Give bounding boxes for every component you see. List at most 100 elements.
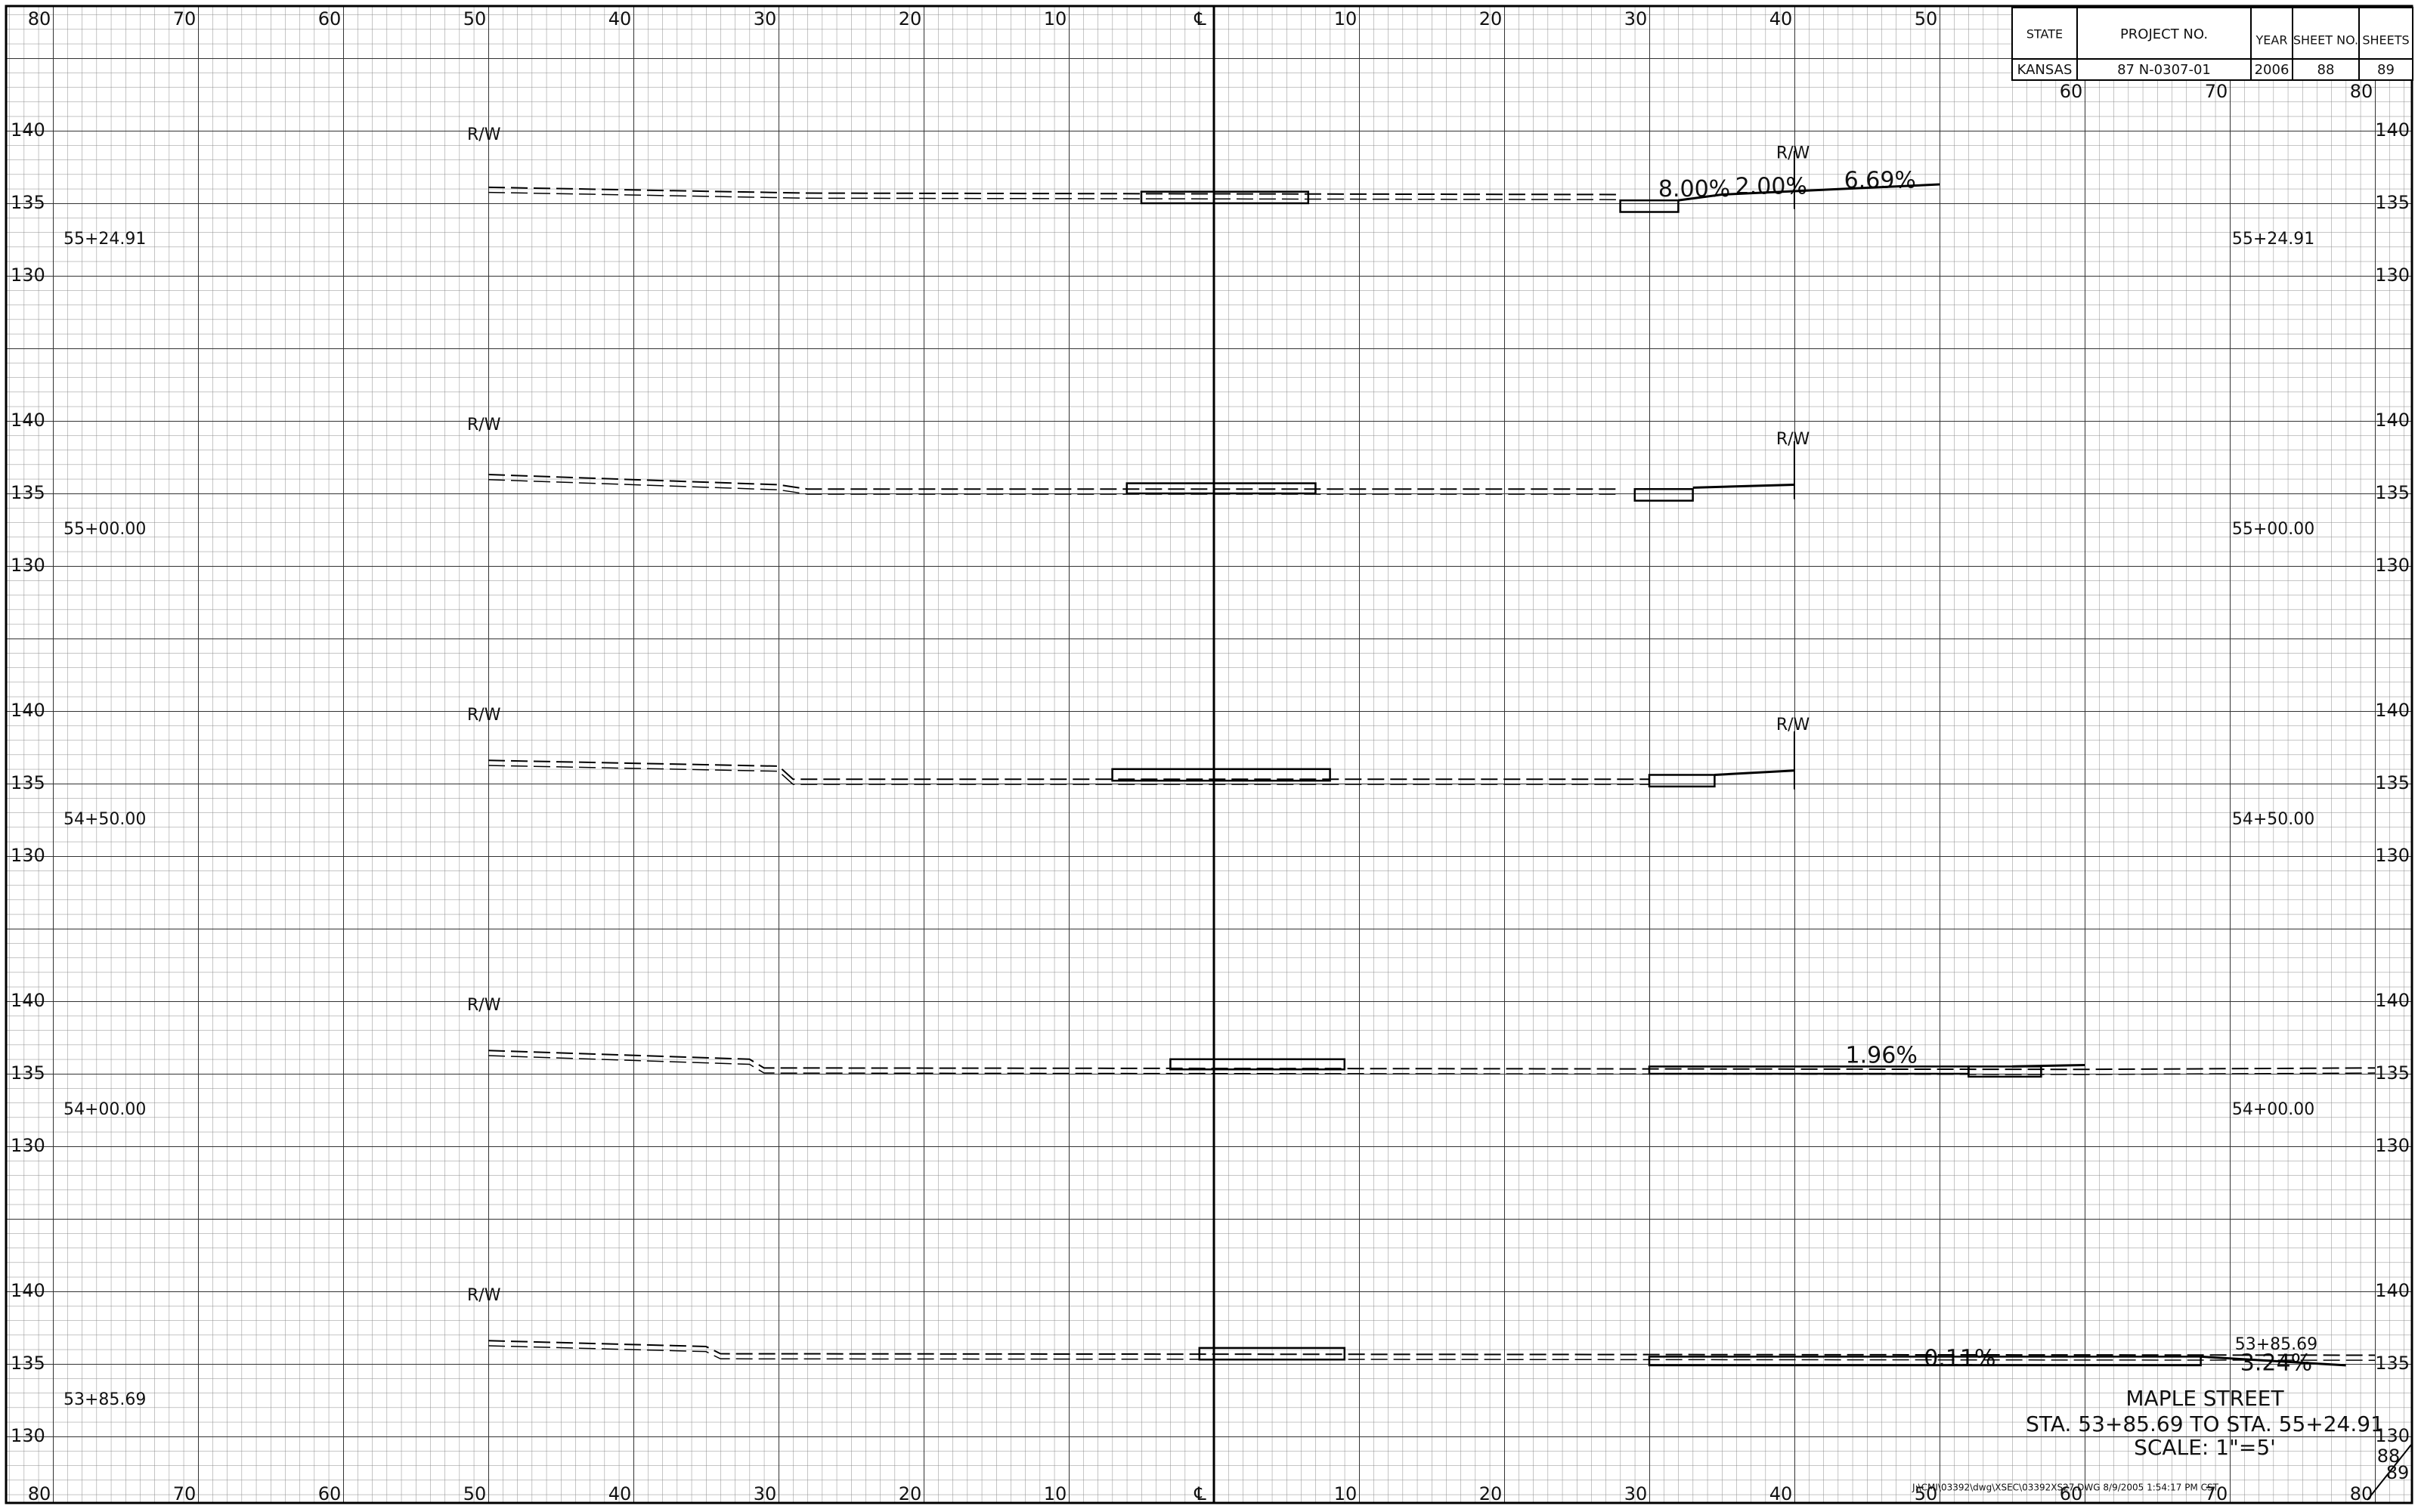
elevation-label: 130 [11, 1135, 45, 1156]
title-block-value: 87 N-0307-01 [2117, 62, 2211, 78]
top-axis-label: 50 [463, 8, 487, 29]
elevation-label: 130 [2375, 1425, 2410, 1446]
pavement-section [1619, 199, 1680, 213]
bottom-axis-label: 50 [1915, 1483, 1938, 1504]
existing-ground [488, 191, 1621, 200]
station-range: STA. 53+85.69 TO STA. 55+24.91 [2026, 1412, 2384, 1436]
top-axis-label: 70 [2205, 81, 2228, 102]
elevation-label: 130 [2375, 555, 2410, 576]
top-axis-label: 30 [754, 8, 777, 29]
bottom-axis-label: 50 [463, 1483, 487, 1504]
bottom-axis-label: 60 [2060, 1483, 2083, 1504]
major-grid [6, 6, 2412, 1503]
elevation-label: 130 [11, 264, 45, 286]
top-axis-label: 60 [318, 8, 342, 29]
rw-label: R/W [467, 1286, 501, 1305]
proposed-grade [1678, 183, 1940, 202]
title-block-value: 88 [2317, 62, 2335, 78]
elevation-label: 140 [2375, 700, 2410, 721]
station-label: 54+00.00 [2232, 1100, 2314, 1119]
top-axis-label: 10 [1044, 8, 1067, 29]
station-label: 54+50.00 [63, 810, 146, 829]
title-block-frame [2011, 7, 2413, 81]
bottom-axis-label: ℄ [1194, 1483, 1206, 1504]
elevation-label: 130 [2375, 264, 2410, 286]
slope-annotation: 0.11% [1924, 1346, 1995, 1372]
pavement-section [1198, 1347, 1346, 1361]
title-block-value: 89 [2377, 62, 2395, 78]
annotation-layer: 80 70 60 50 40 30 20 10 ℄ 10 20 30 40 50 60 70 80 80 70 60 5… [11, 8, 2412, 1504]
pavement-section [1633, 487, 1694, 502]
proposed-grade [1692, 483, 1795, 489]
pavement-section [1648, 774, 1716, 788]
top-axis-label: 80 [28, 8, 51, 29]
bottom-axis-label: 80 [28, 1483, 51, 1504]
elevation-label: 135 [11, 482, 45, 503]
rw-label: R/W [467, 706, 501, 725]
station-label: 54+50.00 [2232, 810, 2314, 829]
bottom-axis-label: 30 [754, 1483, 777, 1504]
rw-label: R/W [1776, 716, 1810, 734]
bottom-axis-label: 10 [1044, 1483, 1067, 1504]
elevation-label: 140 [11, 990, 45, 1011]
sheet-slash [2367, 1444, 2412, 1501]
existing-ground [488, 1050, 2376, 1071]
elevation-label: 140 [2375, 1280, 2410, 1301]
street-name: MAPLE STREET [2125, 1386, 2284, 1411]
pavement-section [1125, 482, 1317, 495]
bottom-axis-label: 20 [1479, 1483, 1503, 1504]
top-axis-label: ℄ [1194, 8, 1206, 29]
title-block-value: KANSAS [2017, 62, 2073, 78]
elevation-label: 140 [11, 410, 45, 431]
bottom-axis-label: 80 [2350, 1483, 2373, 1504]
title-block-header: STATE [2026, 27, 2063, 42]
elevation-label: 140 [11, 700, 45, 721]
elevation-label: 130 [11, 1425, 45, 1446]
bottom-axis-label: 10 [1334, 1483, 1358, 1504]
bottom-axis-label: 60 [318, 1483, 342, 1504]
elevation-label: 135 [11, 1353, 45, 1374]
station-label: 53+85.69 [2235, 1335, 2317, 1354]
top-axis-label: 10 [1334, 8, 1358, 29]
rw-label: R/W [1776, 144, 1810, 163]
station-label: 53+85.69 [63, 1390, 146, 1409]
file-info: J:\CMI\03392\dwg\XSEC\03392XS27.DWG 8/9/… [1912, 1483, 2219, 1493]
title-block: STATE KANSAS PROJECT NO. 87 N-0307-01 YEAR 20… [2011, 7, 2413, 81]
station-label: 54+00.00 [63, 1100, 146, 1119]
top-axis-label: 60 [2060, 81, 2083, 102]
bottom-axis-label: 70 [173, 1483, 197, 1504]
top-axis-label: 80 [2350, 81, 2373, 102]
bottom-axis-label: 40 [608, 1483, 632, 1504]
existing-ground [488, 186, 1621, 196]
title-block-header: YEAR [2255, 33, 2288, 48]
top-axis-label: 30 [1624, 8, 1648, 29]
elevation-label: 135 [2375, 482, 2410, 503]
pavement-section [1968, 1065, 2042, 1078]
elevation-label: 140 [2375, 119, 2410, 141]
slope-annotation: 1.96% [1846, 1042, 1918, 1068]
elevation-label: 135 [2375, 192, 2410, 213]
title-block-header: SHEET NO. [2293, 33, 2358, 48]
rw-label: R/W [467, 125, 501, 144]
station-label: 55+24.91 [2232, 230, 2314, 249]
pavement-section [1111, 768, 1331, 782]
slope-annotation: 6.69% [1844, 168, 1916, 194]
elevation-label: 130 [2375, 845, 2410, 866]
sheet-total: 89 [2386, 1462, 2410, 1483]
pavement-section [1140, 190, 1310, 205]
pavement-section [1648, 1356, 2202, 1367]
rw-label: R/W [1776, 430, 1810, 449]
title-block-value: 2006 [2255, 62, 2290, 78]
top-axis-label: 40 [608, 8, 632, 29]
station-label: 55+00.00 [2232, 520, 2314, 539]
top-axis-label: 40 [1769, 8, 1793, 29]
elevation-label: 135 [2375, 1062, 2410, 1084]
elevation-label: 135 [2375, 772, 2410, 793]
elevation-label: 135 [11, 772, 45, 793]
top-axis-label: 50 [1915, 8, 1938, 29]
bottom-axis-label: 30 [1624, 1483, 1648, 1504]
top-axis-label: 20 [1479, 8, 1503, 29]
proposed-grade [2011, 1063, 2085, 1068]
